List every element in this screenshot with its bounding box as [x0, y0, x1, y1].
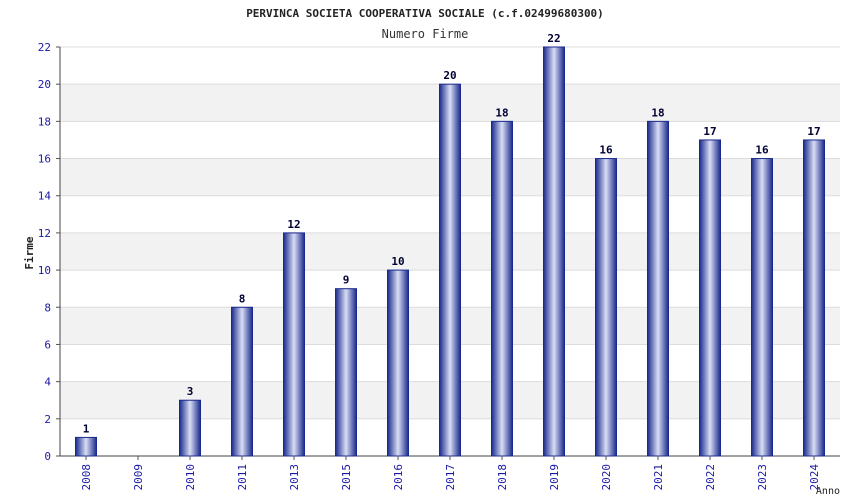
x-tick-label: 2020 — [600, 464, 613, 491]
bar — [647, 120, 669, 457]
data-label: 9 — [343, 274, 350, 287]
x-tick-label: 2015 — [340, 464, 353, 491]
y-tick-label: 22 — [38, 41, 51, 54]
y-tick-labels: 0 2 4 6 8 10 12 14 16 18 20 22 — [38, 41, 52, 463]
y-tick-label: 12 — [38, 227, 51, 240]
data-label: 18 — [651, 106, 664, 119]
data-label: 3 — [187, 385, 194, 398]
y-tick-label: 16 — [38, 153, 51, 166]
x-tick-label: 2016 — [392, 464, 405, 491]
y-tick-label: 6 — [44, 338, 51, 351]
bar — [751, 158, 773, 457]
y-tick-label: 4 — [44, 376, 51, 389]
bar — [491, 120, 513, 457]
bar — [387, 269, 409, 457]
bars — [75, 46, 825, 457]
x-tick-label: 2022 — [704, 464, 717, 491]
data-labels: 1 3 8 12 9 10 20 18 22 16 18 17 16 17 — [83, 32, 821, 435]
x-tick-label: 2024 — [808, 464, 821, 491]
chart-subtitle: Numero Firme — [382, 27, 469, 41]
x-tick-labels: 2008 2009 2010 2011 2013 2015 2016 2017 2018 2019… — [80, 456, 821, 491]
data-label: 1 — [83, 422, 90, 435]
bar — [75, 436, 97, 457]
bar — [543, 46, 565, 457]
bar — [439, 83, 461, 457]
data-label: 12 — [287, 218, 300, 231]
chart-title: PERVINCA SOCIETA COOPERATIVA SOCIALE (c.… — [246, 7, 604, 20]
data-label: 20 — [443, 69, 456, 82]
x-axis-label: Anno — [816, 486, 840, 497]
data-label: 18 — [495, 106, 508, 119]
bar — [179, 399, 201, 457]
bar — [335, 288, 357, 457]
x-tick-label: 2019 — [548, 464, 561, 491]
y-tick-label: 20 — [38, 78, 51, 91]
x-tick-label: 2010 — [184, 464, 197, 491]
data-label: 16 — [599, 144, 613, 157]
y-axis-label: Firme — [23, 236, 36, 269]
data-label: 22 — [547, 32, 560, 45]
bar — [595, 158, 617, 457]
y-tick-label: 18 — [38, 115, 51, 128]
data-label: 8 — [239, 292, 246, 305]
data-label: 17 — [703, 125, 716, 138]
data-label: 16 — [755, 144, 769, 157]
x-tick-label: 2018 — [496, 464, 509, 491]
bar — [283, 232, 305, 457]
x-tick-label: 2009 — [132, 464, 145, 491]
bar — [699, 139, 721, 457]
x-tick-label: 2013 — [288, 464, 301, 491]
x-tick-label: 2021 — [652, 464, 665, 491]
bar — [231, 306, 253, 457]
x-tick-label: 2008 — [80, 464, 93, 491]
y-tick-label: 0 — [44, 450, 51, 463]
data-label: 17 — [807, 125, 820, 138]
x-tick-label: 2011 — [236, 464, 249, 491]
x-tick-label: 2023 — [756, 464, 769, 491]
y-tick-label: 10 — [38, 264, 51, 277]
bar — [803, 139, 825, 457]
y-tick-label: 8 — [44, 301, 51, 314]
x-tick-label: 2017 — [444, 464, 457, 491]
data-label: 10 — [391, 255, 404, 268]
y-tick-label: 14 — [38, 190, 52, 203]
y-tick-label: 2 — [44, 413, 51, 426]
